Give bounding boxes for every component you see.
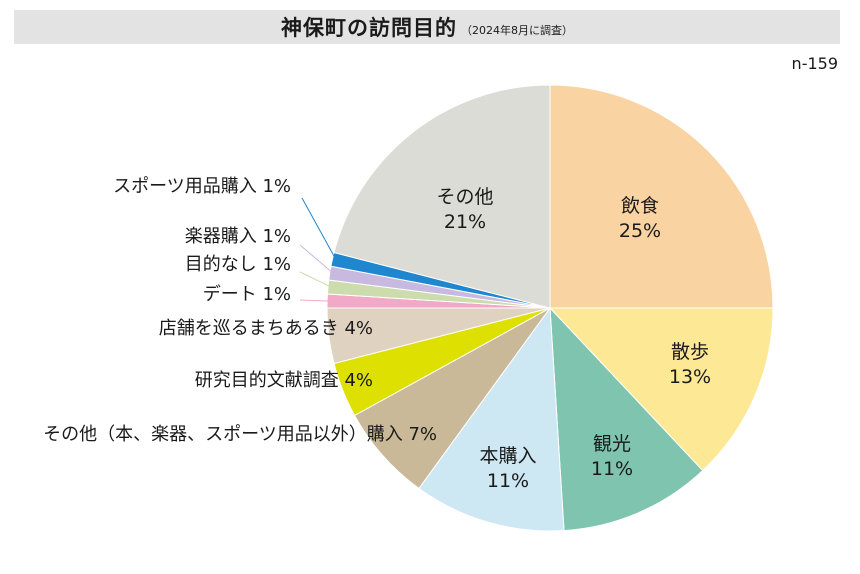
leader-line [301, 197, 337, 261]
chart-title: 神保町の訪問目的 [281, 16, 457, 40]
slice-1 [548, 307, 774, 472]
slice-label: デート 1% [203, 284, 291, 305]
chart-subtitle: （2024年8月に調査） [461, 24, 573, 37]
leader-line [299, 271, 333, 288]
slice-label: 目的なし 1% [185, 254, 291, 275]
slice-label: 散歩 [671, 341, 709, 363]
slice-label: 飲食 [621, 195, 659, 217]
slice-label: 楽器購入 1% [185, 226, 291, 247]
slice-value-label: 25% [619, 220, 661, 242]
slice-label: その他（本、楽器、スポーツ用品以外）購入 7% [43, 424, 437, 445]
slice-label: 本購入 [479, 445, 536, 467]
slice-0 [549, 84, 774, 309]
slice-value-label: 11% [591, 458, 633, 480]
leader-line [299, 244, 335, 275]
slice-value-label: 13% [669, 366, 711, 388]
slice-label: 研究目的文献調査 4% [195, 370, 373, 391]
slice-label: 観光 [593, 433, 631, 455]
leader-line [299, 299, 332, 302]
slice-value-label: 21% [444, 211, 486, 233]
title-bar: 神保町の訪問目的 （2024年8月に調査） [14, 10, 840, 44]
slice-label: スポーツ用品購入 1% [113, 176, 291, 197]
slice-11 [333, 84, 551, 309]
slice-value-label: 11% [487, 470, 529, 492]
slice-label: 店舗を巡るまちあるき 4% [159, 318, 373, 339]
slice-label: その他 [436, 186, 493, 208]
slice-3 [418, 306, 565, 532]
sample-size: n-159 [791, 54, 838, 73]
slice-2 [549, 306, 704, 532]
